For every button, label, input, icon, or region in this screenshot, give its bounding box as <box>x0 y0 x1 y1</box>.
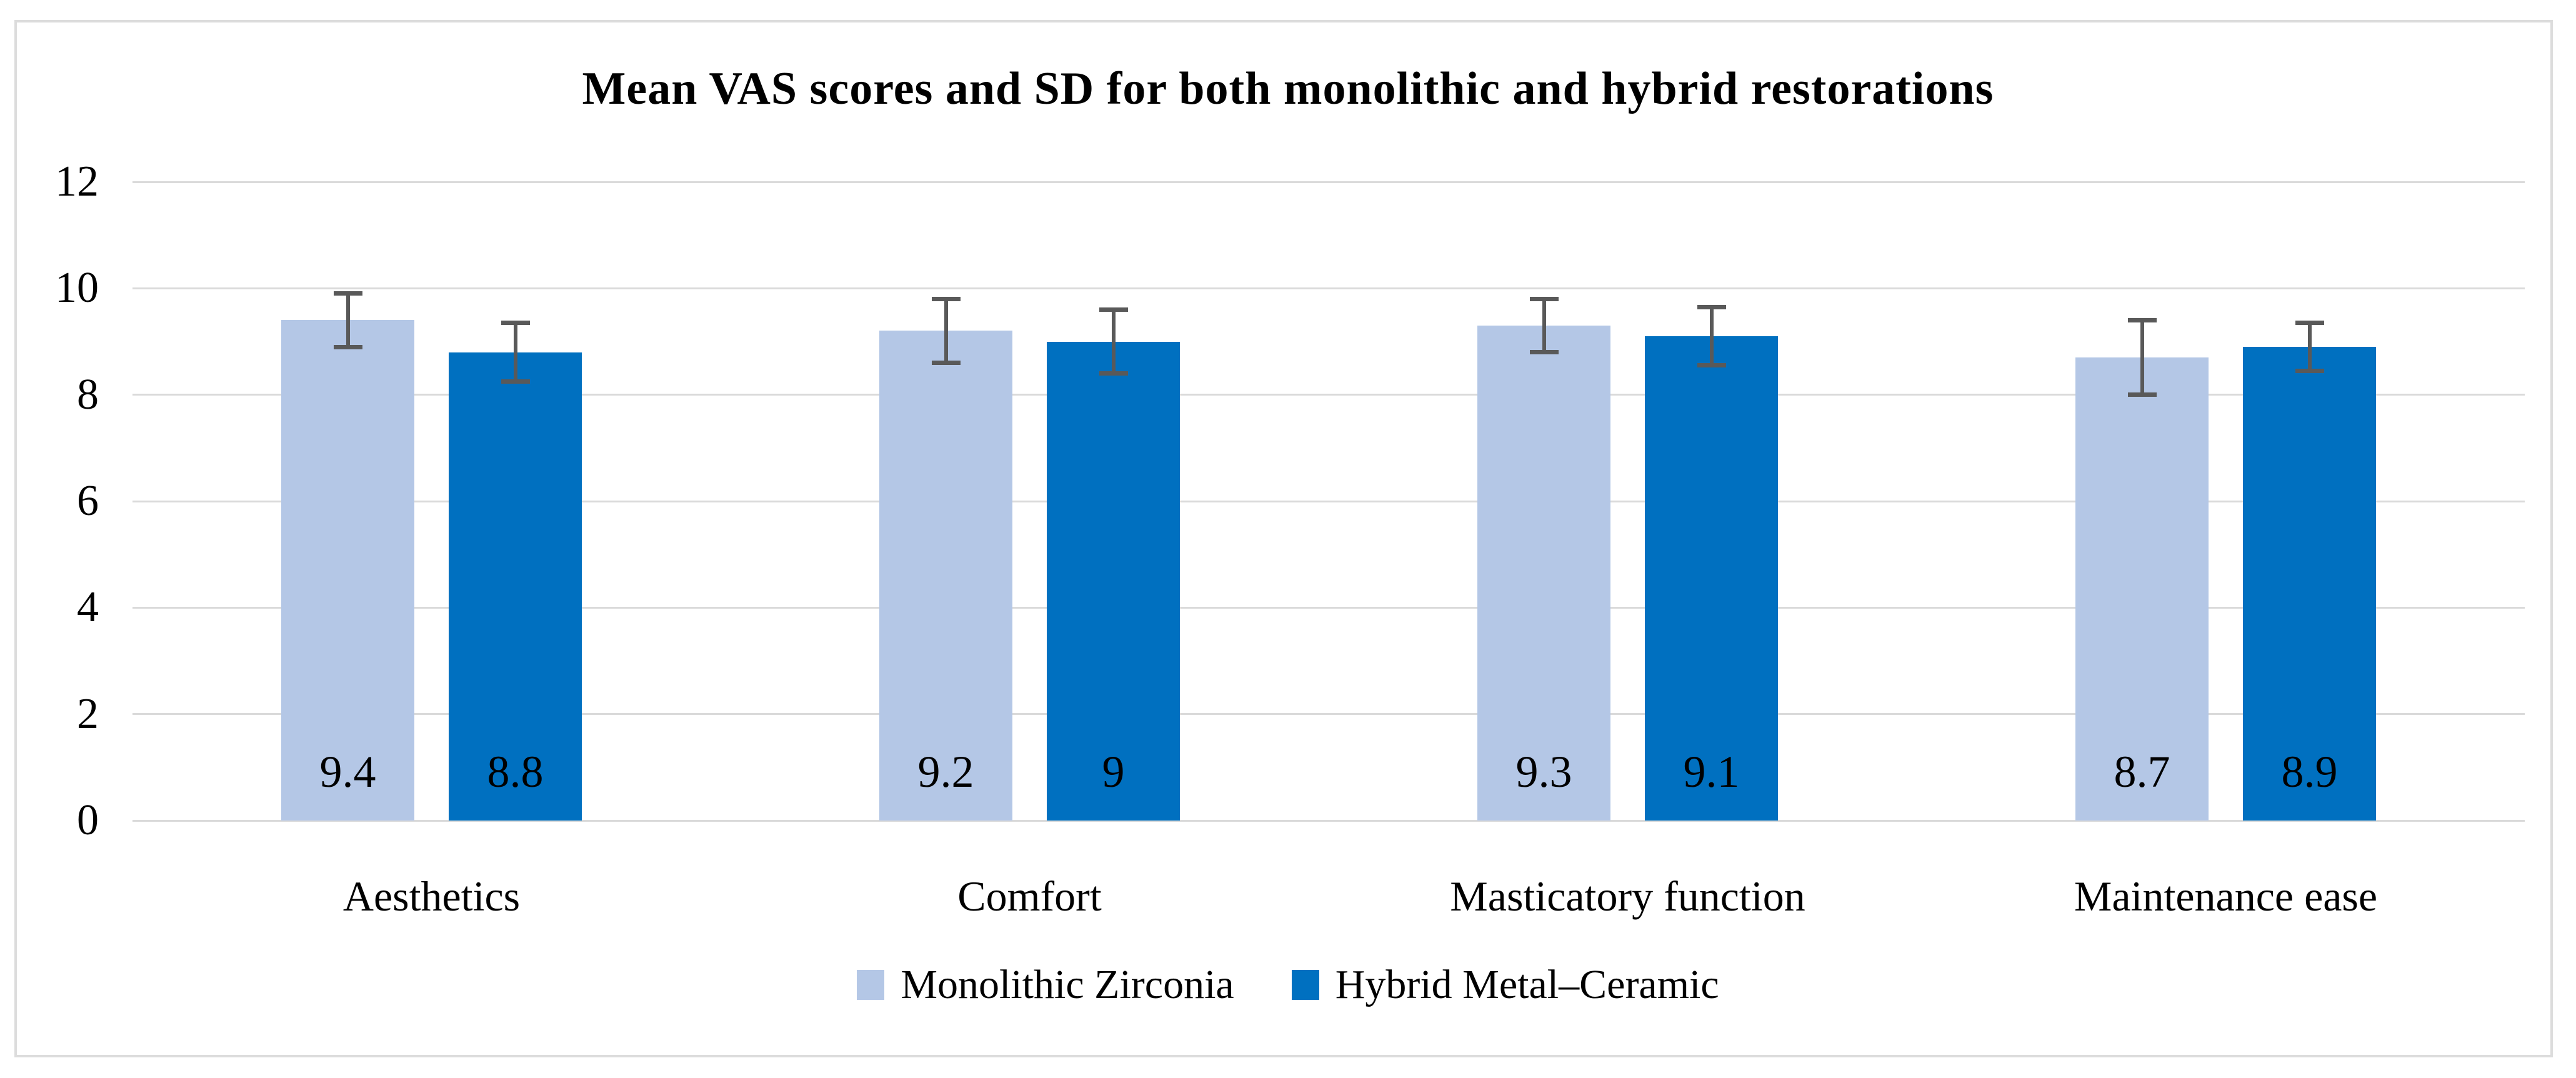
error-bar-cap <box>333 291 362 296</box>
legend-swatch-hybrid-metal-ceramic <box>1291 970 1319 1000</box>
bar-value-label: 8.8 <box>487 746 544 797</box>
legend-swatch-monolithic-zirconia <box>857 970 885 1000</box>
error-bar <box>2307 322 2312 371</box>
error-bar <box>2140 320 2144 395</box>
legend-item-monolithic-zirconia: Monolithic Zirconia <box>857 960 1234 1010</box>
legend-item-hybrid-metal-ceramic: Hybrid Metal–Ceramic <box>1291 960 1719 1010</box>
error-bar-cap <box>1697 304 1726 309</box>
error-bar-cap <box>333 344 362 349</box>
error-bar <box>346 293 350 347</box>
category-label-masticatory-function: Masticatory function <box>1450 872 1805 920</box>
error-bar <box>1111 309 1116 374</box>
y-axis-label-6: 6 <box>77 477 99 525</box>
error-bar <box>513 322 517 382</box>
bar-value-label: 8.9 <box>2281 746 2338 797</box>
error-bar <box>1542 299 1546 352</box>
bar-group-aesthetics: 9.4 8.8 <box>132 182 731 821</box>
bar-value-label: 9 <box>1102 747 1125 797</box>
bar-value-label: 9.2 <box>917 746 974 797</box>
error-bar-cap <box>1697 363 1726 368</box>
error-bar-cap <box>501 379 530 384</box>
gridline-y-2 <box>132 713 2525 716</box>
error-bar-cap <box>2127 317 2157 322</box>
y-axis: 0 2 4 6 8 10 12 <box>0 157 99 844</box>
gridline-y-10 <box>132 287 2525 289</box>
gridline-y-12 <box>132 181 2525 183</box>
bar-group-comfort: 9.2 9 <box>731 182 1329 821</box>
category-label-aesthetics: Aesthetics <box>342 872 521 920</box>
y-axis-label-0: 0 <box>77 796 99 844</box>
legend-label-hybrid-metal-ceramic: Hybrid Metal–Ceramic <box>1335 962 1719 1007</box>
error-bar <box>1709 307 1714 366</box>
bar-value-label: 9.3 <box>1515 746 1572 797</box>
y-axis-label-8: 8 <box>77 370 99 419</box>
error-bar-cap <box>1529 350 1559 355</box>
bar-hybrid-metal-ceramic-comfort: 9 <box>1047 341 1180 821</box>
bar-group-masticatory-function: 9.3 9.1 <box>1329 182 1927 821</box>
y-axis-label-12: 12 <box>55 157 99 206</box>
bar-hybrid-metal-ceramic-aesthetics: 8.8 <box>449 352 582 821</box>
category-label-comfort: Comfort <box>957 872 1102 920</box>
category-label-maintenance-ease: Maintenance ease <box>2074 872 2378 920</box>
legend-label-monolithic-zirconia: Monolithic Zirconia <box>901 962 1234 1007</box>
bar-value-label: 9.1 <box>1683 746 1740 797</box>
error-bar-cap <box>2127 392 2157 397</box>
error-bar-cap <box>2295 321 2324 326</box>
gridline-y-4 <box>132 606 2525 609</box>
error-bar-cap <box>2295 368 2324 373</box>
error-bar <box>944 299 948 363</box>
y-axis-label-2: 2 <box>77 689 99 738</box>
error-bar-cap <box>501 321 530 326</box>
bar-monolithic-zirconia-masticatory-function: 9.3 <box>1477 325 1610 821</box>
bar-monolithic-zirconia-maintenance-ease: 8.7 <box>2075 357 2209 821</box>
bar-value-label: 9.4 <box>319 746 376 797</box>
error-bar-cap <box>1529 296 1559 301</box>
bar-monolithic-zirconia-comfort: 9.2 <box>879 331 1012 821</box>
bar-value-label: 8.7 <box>2114 746 2170 797</box>
bar-monolithic-zirconia-aesthetics: 9.4 <box>281 320 414 821</box>
plot-area: 9.4 8.8 Aesthetics 9.2 9 Comfort 9.3 9.1 Mastica… <box>132 181 2525 920</box>
bar-group-maintenance-ease: 8.7 8.9 <box>1927 182 2525 821</box>
y-axis-label-10: 10 <box>55 264 99 312</box>
error-bar-cap <box>931 296 961 301</box>
gridline-y-8 <box>132 394 2525 396</box>
error-bar-cap <box>1099 371 1128 376</box>
error-bar-cap <box>1099 307 1128 312</box>
error-bar-cap <box>931 361 961 366</box>
bar-hybrid-metal-ceramic-maintenance-ease: 8.9 <box>2243 347 2376 821</box>
gridline-y-6 <box>132 500 2525 502</box>
bar-hybrid-metal-ceramic-masticatory-function: 9.1 <box>1645 336 1778 821</box>
chart-title: Mean VAS scores and SD for both monolith… <box>582 63 1994 114</box>
legend: Monolithic Zirconia Hybrid Metal–Ceramic <box>0 960 2576 1010</box>
gridline-y-0 <box>132 819 2525 822</box>
y-axis-label-4: 4 <box>77 583 99 632</box>
